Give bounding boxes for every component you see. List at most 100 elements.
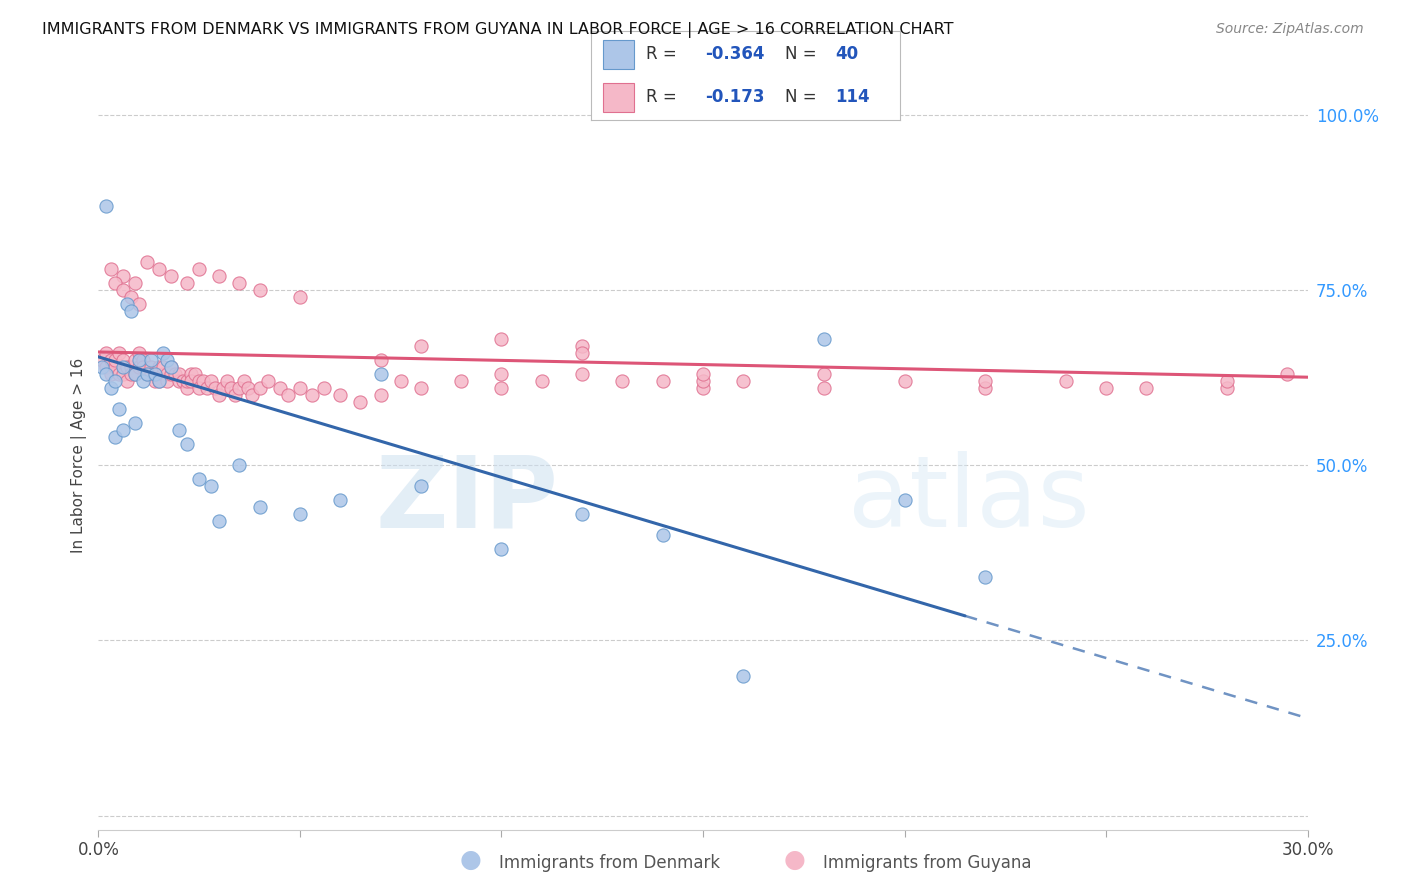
Point	[111, 269, 134, 284]
Point	[389, 375, 412, 389]
Text: -0.173: -0.173	[704, 88, 765, 106]
Point	[204, 381, 226, 395]
Point	[409, 381, 432, 395]
Point	[156, 353, 179, 368]
Point	[370, 388, 392, 402]
Point	[124, 277, 146, 291]
Point	[813, 332, 835, 346]
Point	[288, 290, 311, 304]
Point	[571, 346, 593, 360]
Point	[530, 375, 553, 389]
Point	[974, 381, 997, 395]
Point	[409, 339, 432, 353]
Point	[228, 381, 250, 395]
Point	[288, 508, 311, 522]
Point	[571, 339, 593, 353]
Point	[120, 304, 142, 318]
Point	[208, 388, 231, 402]
Point	[135, 368, 157, 382]
Point	[103, 353, 125, 368]
Point	[349, 395, 371, 409]
Point	[128, 360, 150, 375]
Point	[491, 368, 513, 382]
Point	[107, 402, 129, 417]
Point	[733, 375, 755, 389]
Point	[148, 375, 170, 389]
Point	[893, 375, 915, 389]
Point	[1095, 381, 1118, 395]
Point	[120, 360, 142, 375]
Point	[156, 375, 179, 389]
Point	[124, 417, 146, 431]
Point	[200, 375, 222, 389]
Point	[212, 381, 235, 395]
Point	[176, 375, 198, 389]
Point	[692, 381, 714, 395]
Point	[128, 353, 150, 368]
Point	[651, 375, 673, 389]
Point	[491, 542, 513, 557]
Point	[188, 375, 211, 389]
Point	[184, 368, 207, 382]
Point	[143, 368, 166, 382]
Point	[160, 269, 183, 284]
Point	[329, 493, 352, 508]
Point	[491, 381, 513, 395]
Point	[813, 368, 835, 382]
Point	[132, 353, 155, 368]
Point	[160, 360, 183, 375]
Text: R =: R =	[647, 88, 688, 106]
Point	[240, 388, 263, 402]
Point	[139, 353, 162, 368]
Point	[491, 332, 513, 346]
Point	[167, 375, 190, 389]
Bar	[603, 83, 634, 112]
Point	[111, 353, 134, 368]
Point	[100, 262, 122, 277]
Text: N =: N =	[786, 88, 823, 106]
Point	[208, 269, 231, 284]
Point	[103, 430, 125, 444]
Text: Immigrants from Denmark: Immigrants from Denmark	[499, 855, 720, 872]
Y-axis label: In Labor Force | Age > 16: In Labor Force | Age > 16	[72, 358, 87, 552]
Point	[974, 570, 997, 584]
Point	[96, 346, 118, 360]
Point	[314, 381, 336, 395]
Point	[612, 375, 634, 389]
Point	[172, 375, 194, 389]
Point	[124, 368, 146, 382]
Text: atlas: atlas	[848, 451, 1090, 549]
Point	[571, 508, 593, 522]
Point	[571, 368, 593, 382]
Point	[329, 388, 352, 402]
Point	[224, 388, 246, 402]
Point	[160, 360, 183, 375]
Point	[111, 360, 134, 375]
Point	[103, 277, 125, 291]
Point	[176, 437, 198, 451]
Point	[120, 368, 142, 382]
Point	[160, 368, 183, 382]
Point	[100, 353, 122, 368]
Point	[188, 472, 211, 486]
Point	[188, 381, 211, 395]
Point	[217, 375, 239, 389]
Point	[143, 375, 166, 389]
Point	[135, 368, 157, 382]
Point	[232, 375, 254, 389]
Point	[1216, 375, 1239, 389]
Point	[132, 360, 155, 375]
Point	[167, 424, 190, 438]
Point	[156, 368, 179, 382]
Text: Source: ZipAtlas.com: Source: ZipAtlas.com	[1216, 22, 1364, 37]
Point	[277, 388, 299, 402]
Point	[128, 346, 150, 360]
Point	[100, 381, 122, 395]
Point	[208, 515, 231, 529]
Point	[692, 375, 714, 389]
Point	[893, 493, 915, 508]
Point	[152, 360, 174, 375]
Point	[128, 297, 150, 311]
Point	[180, 368, 202, 382]
Point	[148, 375, 170, 389]
